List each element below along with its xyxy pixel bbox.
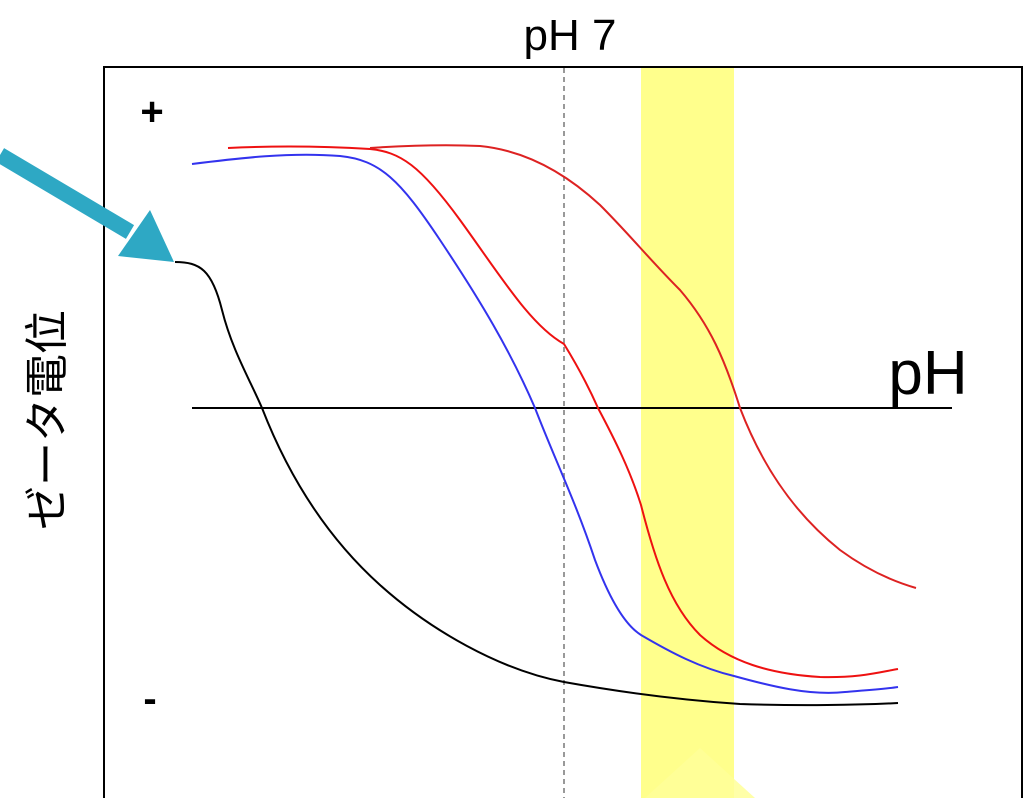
minus-label: - [143,677,156,721]
plus-label: + [140,90,163,134]
curve-red [227,145,899,679]
ph7-label: pH 7 [524,11,617,60]
plot-frame [103,66,1023,798]
pointer-arrow-icon [0,148,174,262]
y-axis-label: ゼータ電位 [22,310,73,530]
curve-black [174,261,899,707]
highlight-arrow-icon [645,748,755,798]
curve-red-light [369,144,917,589]
curve-blue [191,153,899,694]
ph-axis-label: pH [888,339,967,408]
highlight-band [641,68,734,798]
